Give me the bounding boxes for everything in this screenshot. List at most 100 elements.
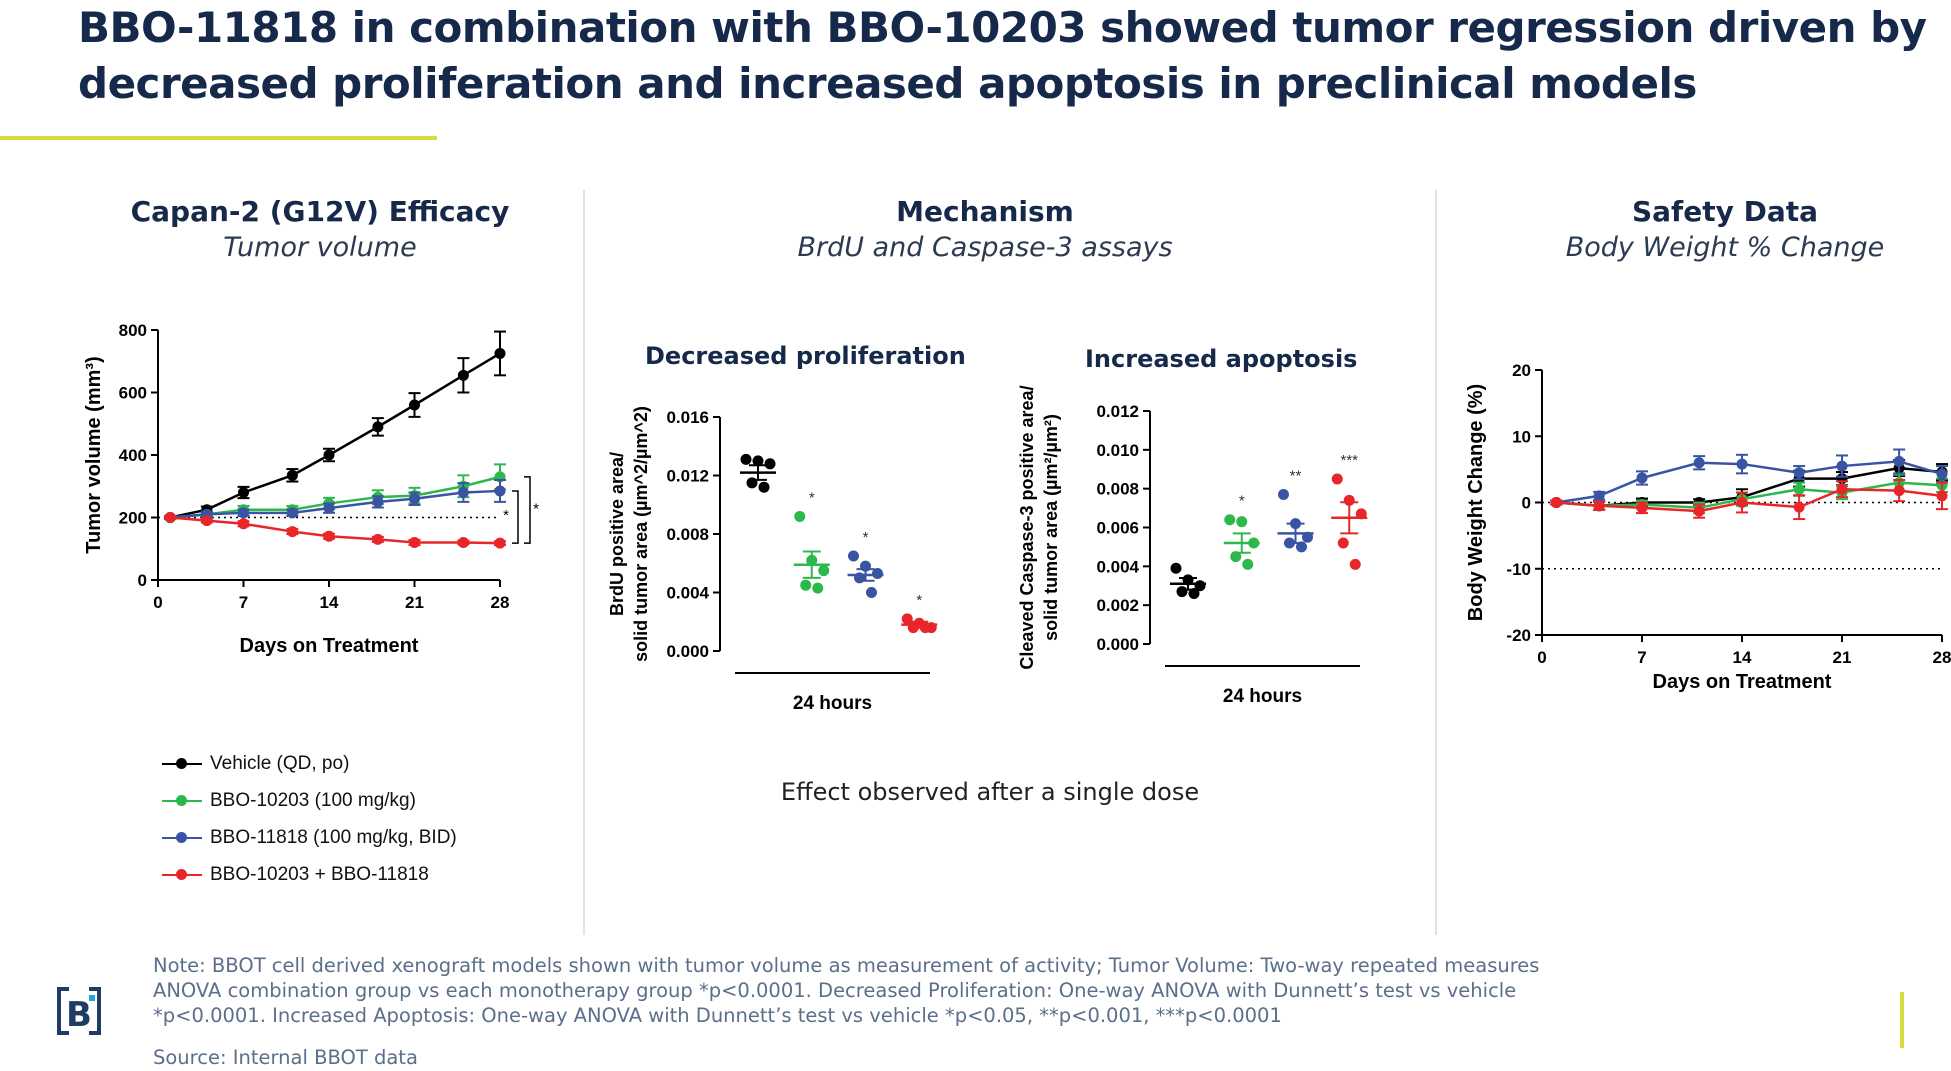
data-point [812, 582, 824, 594]
y-tick-label: 0.004 [666, 584, 709, 603]
data-point [1893, 485, 1905, 497]
y-axis-label: Cleaved Caspase-3 positive area/ [1017, 385, 1037, 669]
data-point [1836, 460, 1848, 472]
data-point [907, 622, 919, 634]
data-point [409, 493, 420, 505]
safety-subheading: Body Weight % Change [1565, 232, 1885, 263]
y-tick-label: 0.008 [666, 525, 709, 544]
data-point [409, 537, 420, 548]
y-tick-label: 10 [1512, 427, 1531, 446]
legend-item: BBO-11818 (100 mg/kg, BID) [162, 819, 457, 856]
data-point [1290, 518, 1301, 530]
data-point [1188, 588, 1200, 600]
y-tick-label: 800 [119, 321, 147, 340]
data-point [1194, 580, 1206, 592]
data-point [800, 579, 812, 591]
series-line [170, 475, 501, 519]
bbot-logo-icon: B [55, 985, 103, 1037]
safety-header: Safety Data Body Weight % Change [1500, 194, 1950, 266]
x-axis-label: Days on Treatment [240, 635, 419, 657]
data-point [1593, 500, 1605, 512]
data-point [1242, 558, 1254, 570]
y-tick-label: 0 [1522, 494, 1531, 513]
y-tick-label: 600 [119, 384, 147, 403]
data-point [1793, 501, 1805, 513]
legend-item: BBO-10203 (100 mg/kg) [162, 782, 457, 819]
chart-legend: Vehicle (QD, po) BBO-10203 (100 mg/kg) B… [162, 745, 457, 893]
y-tick-label: -20 [1506, 626, 1531, 645]
series-line [1556, 487, 1943, 513]
data-point [323, 530, 335, 542]
data-point [740, 453, 752, 465]
y-tick-label: 0.012 [666, 467, 709, 486]
significance-marker: * [1239, 493, 1245, 510]
y-tick-label: 0.004 [1096, 557, 1139, 576]
y-axis-label: Body Weight Change (%) [1465, 384, 1487, 621]
legend-label: BBO-11818 (100 mg/kg, BID) [210, 826, 457, 848]
significance-marker: * [503, 507, 509, 524]
data-point [1693, 505, 1705, 517]
data-point [848, 550, 859, 562]
data-point [1296, 541, 1307, 553]
significance-marker: ** [1290, 467, 1302, 484]
x-axis-label: 24 hours [793, 693, 872, 714]
legend-item: Vehicle (QD, po) [162, 745, 457, 782]
data-point [1793, 483, 1805, 495]
y-tick-label: 0.008 [1096, 480, 1139, 499]
data-point [372, 533, 384, 545]
y-tick-label: 200 [119, 509, 147, 528]
data-point [1693, 457, 1705, 469]
efficacy-header: Capan-2 (G12V) Efficacy Tumor volume [80, 194, 560, 266]
significance-marker: * [916, 592, 922, 609]
data-point [1230, 551, 1242, 563]
data-point [764, 458, 776, 470]
legend-label: Vehicle (QD, po) [210, 752, 350, 774]
significance-bracket [524, 476, 531, 544]
y-tick-label: 0.016 [666, 408, 709, 427]
legend-marker [162, 865, 202, 885]
data-point [806, 554, 818, 566]
data-point [854, 572, 865, 584]
caspase-scatter-chart: 0.0000.0020.0040.0060.0080.0100.012*****… [1017, 385, 1368, 707]
data-point [409, 399, 420, 411]
data-point [286, 526, 298, 538]
body-weight-chart: -20 -10 0 10 20 0 7 14 21 28 Days on Treatment Body… [1465, 361, 1951, 693]
y-tick-label: 0.010 [1096, 441, 1139, 460]
y-tick-label: 20 [1512, 361, 1531, 380]
data-point [919, 622, 931, 634]
x-axis-label: Days on Treatment [1653, 671, 1832, 693]
data-point [866, 587, 877, 598]
data-point [1636, 472, 1648, 484]
data-point [238, 518, 249, 530]
data-point [1302, 531, 1313, 543]
logo-letter: B [66, 995, 92, 1035]
mechanism-heading: Mechanism [896, 195, 1074, 228]
y-axis-label: solid tumor area (µm²/µm²) [1041, 414, 1061, 641]
footnote-text: Note: BBOT cell derived xenograft models… [153, 954, 1540, 1027]
data-point [457, 487, 469, 498]
data-point [872, 567, 883, 579]
mechanism-header: Mechanism BrdU and Caspase-3 assays [700, 194, 1270, 266]
data-point [494, 537, 506, 549]
source-text: Source: Internal BBOT data [153, 1046, 418, 1069]
title-accent-rule [0, 136, 437, 140]
data-point [746, 477, 758, 489]
x-tick-label: 28 [1933, 648, 1951, 667]
series-line [1556, 460, 1943, 504]
proliferation-title: Decreased proliferation [645, 342, 966, 370]
y-tick-label: 0.000 [1096, 635, 1139, 654]
x-tick-label: 7 [239, 593, 248, 612]
data-point [818, 565, 830, 577]
data-point [1248, 537, 1260, 549]
x-tick-label: 14 [1733, 648, 1752, 667]
data-point [201, 515, 213, 527]
significance-marker: * [863, 529, 869, 546]
legend-label: BBO-10203 + BBO-11818 [210, 863, 429, 885]
data-point [238, 487, 249, 498]
page-title: BBO-11818 in combination with BBO-10203 … [78, 3, 1927, 108]
data-point [752, 455, 764, 467]
accent-bar [1900, 992, 1904, 1048]
data-point [372, 421, 384, 433]
data-point [1550, 497, 1562, 508]
apoptosis-title: Increased apoptosis [1085, 345, 1358, 373]
